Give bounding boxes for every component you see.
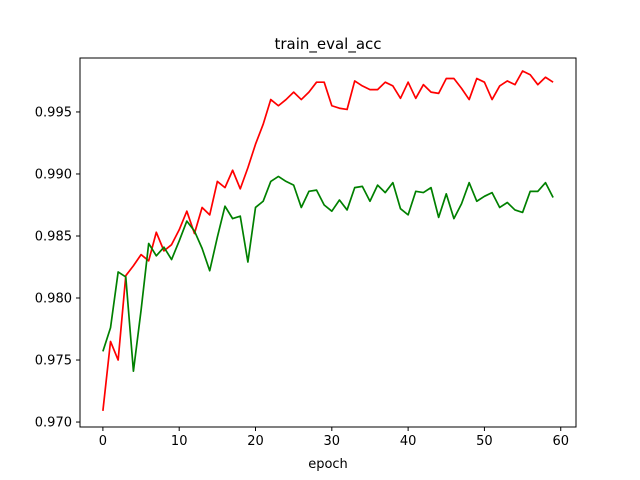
series-layer xyxy=(102,70,554,411)
y-tick-label: 0.980 xyxy=(35,292,72,307)
x-tick-label: 60 xyxy=(552,434,569,449)
x-axis-label: epoch xyxy=(308,457,348,472)
chart-title: train_eval_acc xyxy=(274,35,381,54)
plot-frame xyxy=(79,57,577,428)
series-line-2 xyxy=(102,175,554,373)
x-tick-label: 50 xyxy=(476,434,493,449)
x-tick-label: 0 xyxy=(99,434,107,449)
x-tick-label: 20 xyxy=(247,434,264,449)
y-axis: 0.970 0.975 0.980 0.985 0.990 0.995 xyxy=(35,105,80,431)
y-tick-label: 0.975 xyxy=(35,354,72,369)
y-tick-label: 0.995 xyxy=(35,105,72,120)
x-tick-label: 40 xyxy=(400,434,417,449)
x-tick-label: 30 xyxy=(324,434,341,449)
y-tick-label: 0.990 xyxy=(35,167,72,182)
series-line-1 xyxy=(102,70,554,411)
y-tick-label: 0.985 xyxy=(35,229,72,244)
x-tick-label: 10 xyxy=(171,434,188,449)
y-tick-label: 0.970 xyxy=(35,416,72,431)
x-axis: 0 10 20 30 40 50 60 xyxy=(99,427,569,449)
